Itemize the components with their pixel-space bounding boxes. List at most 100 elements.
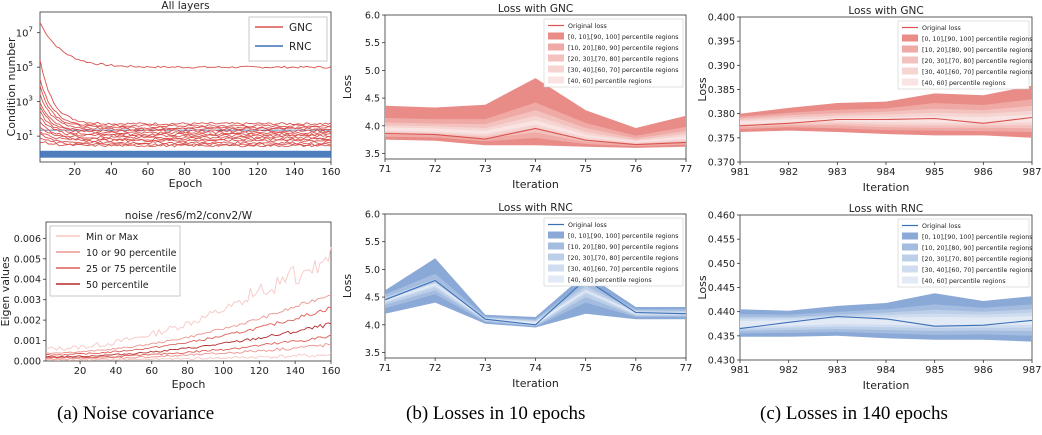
legend-label: [30, 40],[60, 70] percentile regions bbox=[568, 67, 679, 74]
x-tick-label: 77 bbox=[680, 363, 693, 374]
legend-swatch bbox=[902, 34, 918, 42]
x-tick-label: 75 bbox=[579, 164, 592, 175]
x-tick-label: 987 bbox=[1022, 365, 1041, 376]
legend-label: [40, 60] percentile regions bbox=[922, 278, 1006, 285]
cond-legend-box bbox=[248, 16, 328, 62]
x-tick-label: 985 bbox=[925, 167, 944, 178]
gnc-series-line bbox=[39, 137, 332, 147]
x-tick-label: 982 bbox=[779, 365, 798, 376]
x-tick-label: 160 bbox=[321, 366, 340, 377]
y-tick-label: 5.0 bbox=[365, 66, 380, 77]
rnc140-title: Loss with RNC bbox=[849, 203, 923, 215]
legend-label: [30, 40],[60, 70] percentile regions bbox=[922, 267, 1033, 274]
y-tick-label: 0.380 bbox=[708, 109, 735, 120]
x-tick-label: 60 bbox=[142, 167, 155, 178]
y-tick-label: 0.460 bbox=[708, 211, 735, 222]
legend-label: [40, 60] percentile regions bbox=[568, 277, 652, 284]
eig-xlabel: Epoch bbox=[172, 378, 206, 391]
y-tick-label: 0.003 bbox=[14, 295, 41, 306]
gnc-series-line bbox=[39, 132, 332, 145]
y-tick-label: 0.390 bbox=[708, 61, 735, 72]
y-tick-label: 0.005 bbox=[14, 254, 41, 265]
y-tick-label: 3.5 bbox=[365, 149, 380, 160]
y-tick-label: 107 bbox=[16, 26, 33, 40]
legend-label: [20, 30],[70, 80] percentile regions bbox=[922, 58, 1033, 65]
legend-swatch bbox=[902, 254, 918, 262]
legend-swatch bbox=[548, 54, 564, 62]
legend-swatch bbox=[902, 265, 918, 273]
legend-swatch bbox=[548, 76, 564, 84]
legend-label: Original loss bbox=[568, 222, 607, 229]
rnc140-xlabel: Iteration bbox=[863, 379, 910, 392]
x-tick-label: 986 bbox=[974, 167, 993, 178]
gnc-series-line bbox=[39, 102, 332, 133]
percentile-band bbox=[385, 258, 686, 328]
legend-label: [10, 20],[80, 90] percentile regions bbox=[922, 47, 1033, 54]
rnc10-title: Loss with RNC bbox=[498, 202, 572, 214]
legend-label: [20, 30],[70, 80] percentile regions bbox=[568, 255, 679, 262]
y-tick-label: 4.5 bbox=[365, 293, 380, 304]
x-tick-label: 71 bbox=[379, 164, 392, 175]
legend-swatch bbox=[548, 65, 564, 73]
x-tick-label: 981 bbox=[730, 167, 749, 178]
x-tick-label: 982 bbox=[779, 167, 798, 178]
cond-title: All layers bbox=[161, 0, 209, 12]
legend-label: [20, 30],[70, 80] percentile regions bbox=[568, 56, 679, 63]
legend-swatch bbox=[548, 43, 564, 51]
eig-ylabel: Eigen values bbox=[0, 256, 12, 326]
y-tick-label: 4.5 bbox=[365, 94, 380, 105]
x-tick-label: 984 bbox=[876, 365, 895, 376]
x-tick-label: 74 bbox=[529, 164, 542, 175]
y-tick-label: 0.400 bbox=[708, 13, 735, 24]
gnc-series-line bbox=[39, 121, 332, 140]
legend-label: [0, 10],[90, 100] percentile regions bbox=[922, 234, 1033, 241]
eig-series-line bbox=[45, 306, 332, 356]
y-tick-label: 5.5 bbox=[365, 237, 380, 248]
x-tick-label: 984 bbox=[876, 167, 895, 178]
legend-label: [0, 10],[90, 100] percentile regions bbox=[922, 36, 1033, 43]
legend-swatch bbox=[548, 32, 564, 40]
cond-ylabel: Condition number bbox=[5, 37, 18, 136]
x-tick-label: 40 bbox=[105, 167, 118, 178]
original-loss-line bbox=[384, 278, 687, 326]
y-tick-label: 101 bbox=[16, 129, 33, 143]
legend-swatch bbox=[902, 276, 918, 284]
y-tick-label: 0.006 bbox=[14, 234, 41, 245]
x-tick-label: 986 bbox=[974, 365, 993, 376]
eig-title: noise /res6/m2/conv2/W bbox=[125, 210, 253, 222]
y-tick-label: 0.375 bbox=[708, 133, 735, 144]
legend-label: [30, 40],[60, 70] percentile regions bbox=[922, 69, 1033, 76]
y-tick-label: 5.5 bbox=[365, 38, 380, 49]
eig-series-line bbox=[45, 322, 332, 358]
rnc10-ylabel: Loss bbox=[341, 274, 354, 298]
x-tick-label: 74 bbox=[529, 363, 542, 374]
gnc-series-line bbox=[39, 93, 331, 131]
legend-label: Original loss bbox=[568, 23, 607, 30]
original-loss-line bbox=[739, 116, 1033, 127]
y-tick-label: 4.0 bbox=[365, 320, 380, 331]
y-tick-label: 0.001 bbox=[14, 336, 41, 347]
y-tick-label: 0.450 bbox=[708, 259, 735, 270]
y-tick-label: 0.440 bbox=[708, 307, 735, 318]
legend-swatch bbox=[548, 264, 564, 272]
eig-axes bbox=[45, 221, 332, 362]
legend-label: Original loss bbox=[922, 25, 961, 32]
legend-label: [10, 20],[80, 90] percentile regions bbox=[922, 245, 1033, 252]
legend-swatch bbox=[902, 45, 918, 53]
gnc-series-line bbox=[39, 141, 332, 148]
original-loss-line bbox=[384, 127, 687, 146]
rnc140-legend-box bbox=[897, 218, 1030, 288]
x-tick-label: 20 bbox=[68, 167, 81, 178]
gnc10-legend-box bbox=[543, 18, 684, 88]
x-tick-label: 981 bbox=[730, 365, 749, 376]
y-tick-label: 0.435 bbox=[708, 331, 735, 342]
gnc-series-line bbox=[39, 126, 332, 141]
rnc-band bbox=[40, 150, 331, 158]
y-tick-label: 3.5 bbox=[365, 348, 380, 359]
caption-c: (c) Losses in 140 epochs bbox=[760, 403, 948, 424]
y-tick-label: 0.004 bbox=[14, 275, 41, 286]
y-tick-label: 0.430 bbox=[708, 356, 735, 367]
legend-label: RNC bbox=[289, 41, 311, 53]
legend-label: Original loss bbox=[922, 223, 961, 230]
x-tick-label: 76 bbox=[629, 164, 642, 175]
